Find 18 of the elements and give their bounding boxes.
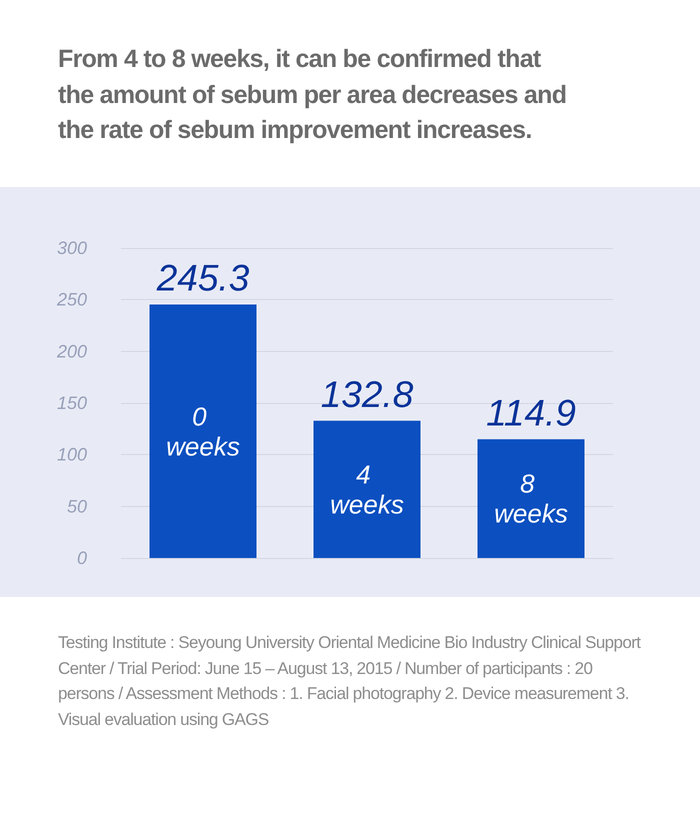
y-tick-label: 50: [66, 496, 87, 516]
x-tick-label: 4 weeks: [330, 459, 404, 520]
data-label: 132.8: [320, 374, 414, 415]
y-tick-label: 200: [56, 341, 87, 362]
y-tick-label: 0: [76, 548, 87, 568]
y-tick-label: 100: [56, 444, 87, 465]
y-tick-label: 150: [56, 393, 87, 413]
x-tick-label: 8 weeks: [494, 468, 568, 529]
data-label: 114.9: [486, 392, 576, 434]
x-tick-label: 0 weeks: [166, 401, 240, 462]
data-label: 245.3: [156, 258, 250, 299]
y-tick-label: 250: [56, 290, 87, 310]
text: Testing Institute : Seyoung University Oriental Medicine Bio Industry Clinical Support Center / Trial Period: June 15 – August 13, 2015 / Number of participants : 20 persons / Assessment Methods : 1. Facial photography 2. Device measurement 3. Visual evaluation using GAGS: [58, 632, 642, 730]
chart-title: From 4 to 8 weeks, it can be confirmed that the amount of sebum per area decreases and the rate of sebum improvement increases.: [58, 44, 568, 146]
y-tick-label: 300: [56, 238, 87, 258]
bar: [150, 304, 256, 558]
bar: [478, 439, 584, 558]
bar: [314, 420, 420, 558]
